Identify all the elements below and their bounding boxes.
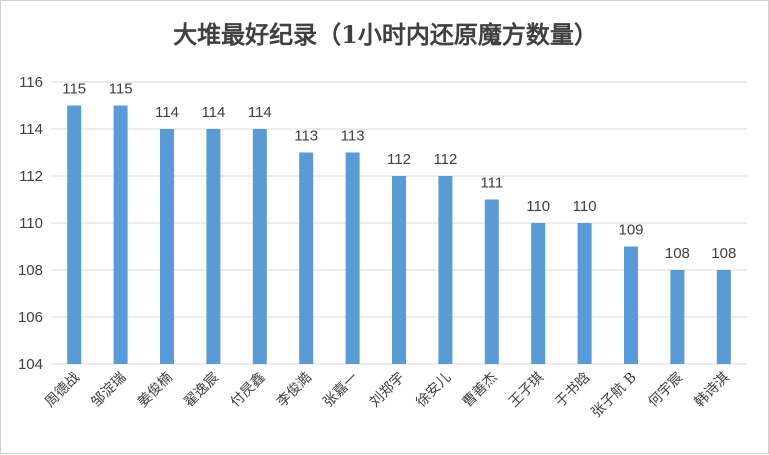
bar	[67, 105, 82, 364]
x-tick-label: 邹淀瑞	[88, 370, 129, 411]
y-tick-label: 116	[19, 74, 43, 91]
x-tick-label: 张子航 B	[588, 370, 639, 421]
data-label: 110	[573, 198, 597, 215]
data-label: 113	[341, 128, 365, 145]
x-tick-label: 周德战	[42, 370, 83, 411]
x-tick-label: 徐安儿	[413, 370, 454, 411]
data-label: 113	[294, 128, 318, 145]
y-tick-label: 104	[18, 356, 43, 373]
data-label: 114	[248, 104, 272, 121]
y-tick-label: 106	[18, 309, 43, 326]
data-label: 112	[387, 151, 411, 168]
data-label: 108	[711, 245, 736, 262]
bar	[252, 129, 267, 364]
x-tick-label: 何宇宸	[645, 369, 687, 411]
y-tick-label: 110	[19, 215, 43, 232]
data-label: 111	[480, 175, 503, 192]
x-tick-label: 姜俊楠	[135, 370, 176, 411]
y-tick-label: 112	[19, 168, 43, 185]
x-tick-label: 曹善杰	[460, 370, 501, 411]
bar	[438, 176, 453, 364]
x-tick-label: 张嘉一	[320, 370, 361, 411]
x-tick-label: 付昃鑫	[227, 369, 269, 411]
x-tick-label: 于书晗	[552, 369, 594, 411]
bar	[206, 129, 221, 364]
bar	[113, 105, 128, 364]
data-label: 108	[665, 245, 690, 262]
data-label: 115	[62, 81, 86, 98]
chart-title: 大堆最好纪录（1小时内还原魔方数量）	[173, 20, 598, 49]
bar	[624, 246, 638, 364]
bar	[577, 223, 592, 364]
data-label: 112	[433, 151, 457, 168]
bar	[484, 199, 499, 364]
data-label: 109	[618, 222, 643, 239]
bar	[299, 152, 314, 364]
bar	[716, 270, 731, 364]
data-label: 114	[201, 104, 225, 121]
bar	[160, 129, 174, 364]
bar	[345, 152, 360, 364]
x-tick-label: 韩诗淇	[692, 370, 733, 411]
x-tick-label: 翟逸宸	[181, 369, 223, 411]
data-label: 114	[155, 104, 179, 121]
bar	[392, 176, 406, 364]
bar	[670, 270, 685, 364]
data-label: 115	[109, 81, 133, 98]
x-tick-label: 王子琪	[506, 370, 547, 411]
y-tick-label: 114	[19, 121, 43, 138]
data-label: 110	[526, 198, 550, 215]
bar	[531, 223, 546, 364]
x-tick-label: 李俊澔	[274, 370, 315, 411]
x-tick-label: 刘郑宇	[367, 370, 408, 411]
y-tick-label: 108	[18, 262, 43, 279]
